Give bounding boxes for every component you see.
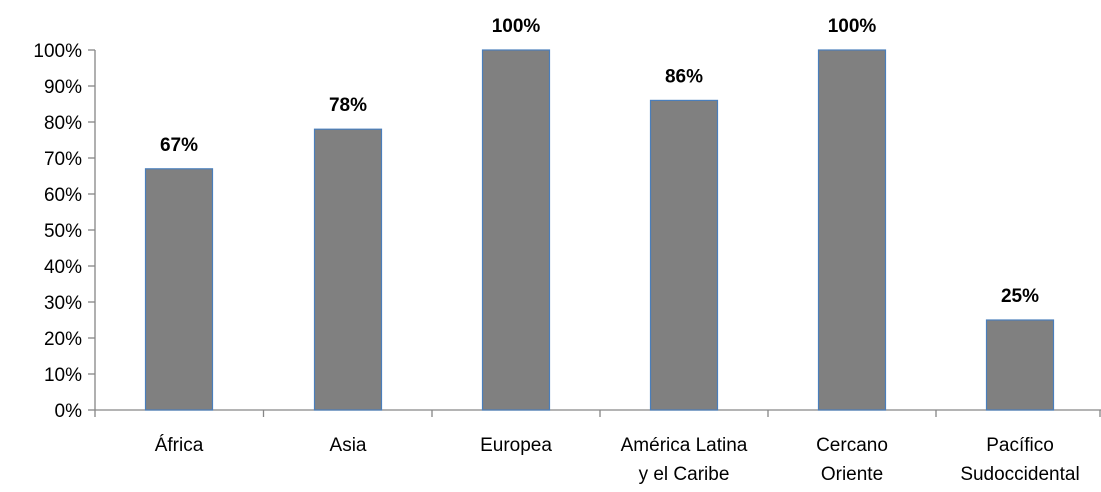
bar	[817, 49, 887, 411]
x-tick-label: Pacífico Sudoccidental	[960, 435, 1079, 485]
data-label: 100%	[492, 16, 541, 37]
x-tick-label: África	[155, 435, 204, 456]
bar	[481, 49, 551, 411]
x-axis: África Asia Europea América Latina y el Cari…	[94, 409, 1101, 485]
bar	[313, 128, 383, 411]
data-labels: 67% 78% 100% 86% 100% 25%	[160, 16, 1039, 307]
x-tick-label: Cercano Oriente	[816, 435, 888, 485]
bar	[144, 168, 214, 411]
bar	[985, 319, 1055, 411]
y-tick-label: 70%	[44, 149, 82, 170]
y-tick-label: 80%	[44, 113, 82, 134]
x-tick-label: América Latina y el Caribe	[621, 435, 748, 485]
data-label: 78%	[329, 95, 367, 116]
y-tick-label: 0%	[55, 401, 83, 422]
data-label: 25%	[1001, 286, 1039, 307]
bar	[649, 99, 719, 411]
bars	[144, 49, 1055, 411]
data-label: 100%	[828, 16, 877, 37]
y-tick-label: 20%	[44, 329, 82, 350]
y-tick-label: 100%	[33, 41, 82, 62]
y-tick-label: 10%	[44, 365, 82, 386]
y-tick-label: 90%	[44, 77, 82, 98]
y-tick-label: 30%	[44, 293, 82, 314]
y-tick-label: 60%	[44, 185, 82, 206]
data-label: 86%	[665, 66, 703, 87]
y-tick-label: 40%	[44, 257, 82, 278]
y-axis: 0% 10% 20% 30% 40% 50% 60% 70% 80% 90% 100%	[33, 41, 96, 422]
y-tick-label: 50%	[44, 221, 82, 242]
x-tick-label: Asia	[330, 435, 367, 456]
x-tick-label: Europea	[480, 435, 552, 456]
data-label: 67%	[160, 135, 198, 156]
